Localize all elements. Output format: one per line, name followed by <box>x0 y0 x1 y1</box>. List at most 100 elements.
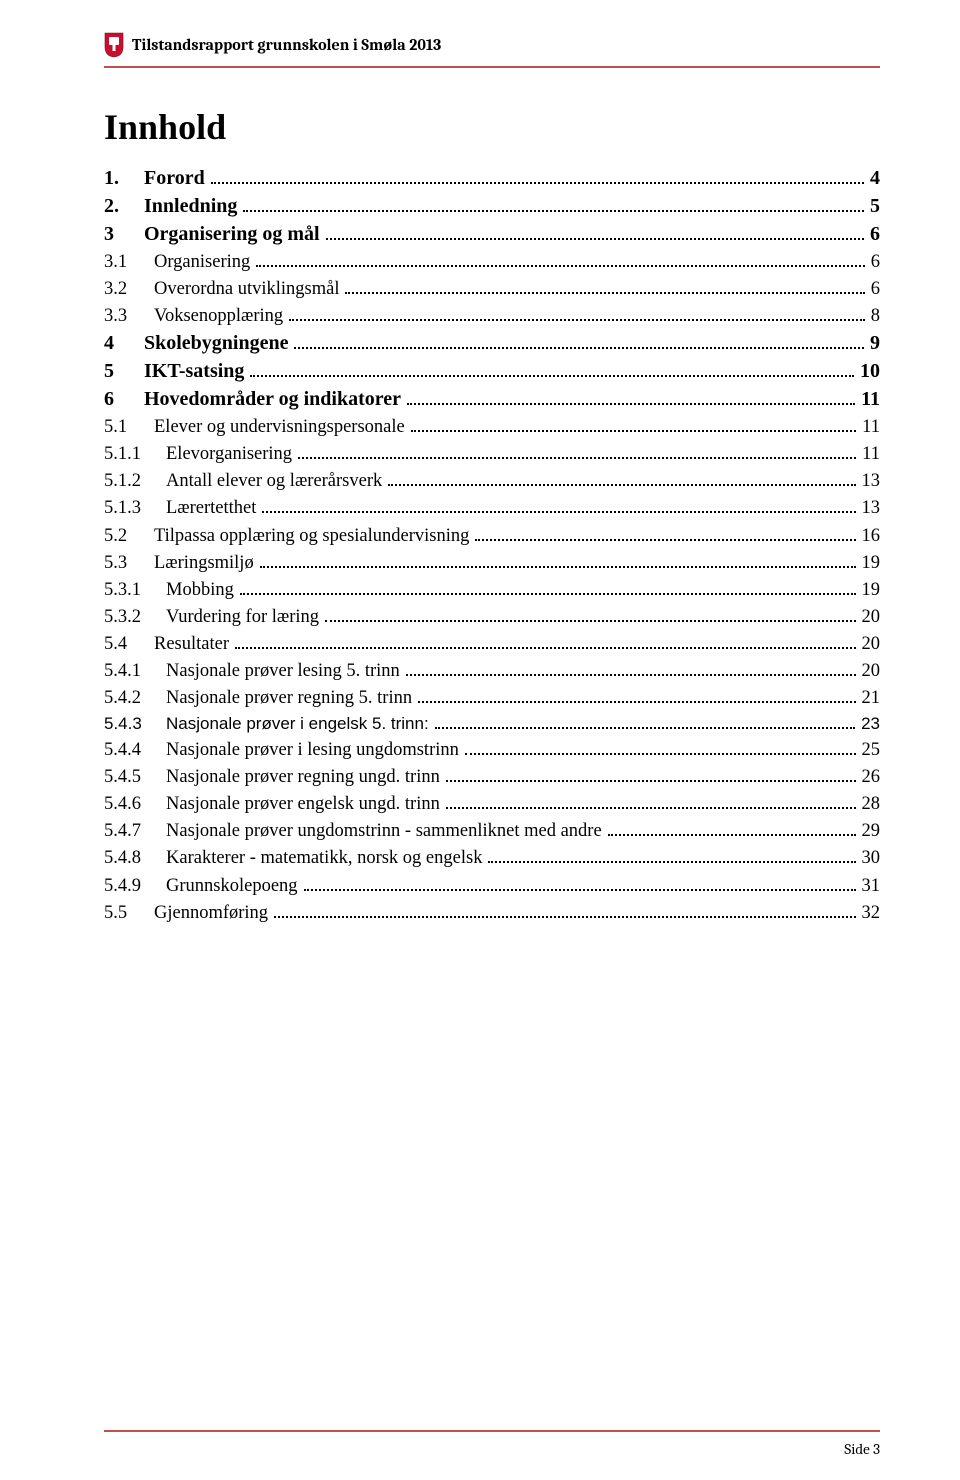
toc-entry[interactable]: 5.1 Elever og undervisningspersonale 11 <box>104 415 880 436</box>
toc-leader <box>325 605 855 622</box>
toc-entry[interactable]: 2. Innledning 5 <box>104 194 880 216</box>
toc-number: 5.4 <box>104 635 154 654</box>
toc-number: 5.1.2 <box>104 472 166 491</box>
toc-page: 6 <box>867 253 880 272</box>
toc-entry[interactable]: 5.3 Læringsmiljø 19 <box>104 551 880 572</box>
toc-page: 10 <box>856 361 880 381</box>
toc-entry[interactable]: 5.2 Tilpassa opplæring og spesialundervi… <box>104 524 880 545</box>
toc-entry[interactable]: 6 Hovedområder og indikatorer 11 <box>104 387 880 409</box>
toc-leader <box>260 551 856 568</box>
toc-leader <box>289 304 865 321</box>
toc-entry[interactable]: 5 IKT-satsing 10 <box>104 359 880 381</box>
toc-page: 8 <box>867 307 880 326</box>
toc-title: Organisering <box>154 253 254 272</box>
toc-entry[interactable]: 5.1.2 Antall elever og lærerårsverk 13 <box>104 470 880 491</box>
toc-page: 30 <box>858 849 881 868</box>
toc-entry[interactable]: 1. Forord 4 <box>104 166 880 188</box>
toc-entry[interactable]: 5.4.3 Nasjonale prøver i engelsk 5. trin… <box>104 714 880 732</box>
toc-entry[interactable]: 3.2 Overordna utviklingsmål 6 <box>104 277 880 298</box>
toc-entry[interactable]: 3.1 Organisering 6 <box>104 250 880 271</box>
toc-leader <box>240 578 856 595</box>
toc-number: 5 <box>104 361 144 381</box>
toc-page: 9 <box>866 333 880 353</box>
toc-title: Grunnskolepoeng <box>166 877 302 896</box>
toc-leader <box>475 524 855 541</box>
toc-title: Nasjonale prøver lesing 5. trinn <box>166 662 404 681</box>
toc-page: 11 <box>857 389 880 409</box>
toc-entry[interactable]: 5.5 Gjennomføring 32 <box>104 901 880 922</box>
toc-page: 25 <box>858 741 881 760</box>
toc-entry[interactable]: 4 Skolebygningene 9 <box>104 331 880 353</box>
toc-number: 5.3 <box>104 554 154 573</box>
toc-page: 20 <box>858 662 881 681</box>
toc-number: 6 <box>104 389 144 409</box>
toc-leader <box>294 331 864 349</box>
toc-number: 5.4.9 <box>104 877 166 896</box>
toc-page: 31 <box>858 877 881 896</box>
toc-leader <box>274 901 855 918</box>
toc-number: 5.4.3 <box>104 715 166 732</box>
toc-leader <box>262 497 855 514</box>
toc-page: 32 <box>858 904 881 923</box>
document-page: Tilstandsrapport grunnskolen i Smøla 201… <box>0 0 960 922</box>
running-header-title: Tilstandsrapport grunnskolen i Smøla 201… <box>132 36 441 54</box>
toc-page: 6 <box>866 224 880 244</box>
toc-page: 6 <box>867 280 880 299</box>
toc-leader <box>446 793 856 810</box>
toc-number: 2. <box>104 196 144 216</box>
toc-entry[interactable]: 5.4.2 Nasjonale prøver regning 5. trinn … <box>104 687 880 708</box>
toc-page: 29 <box>858 822 881 841</box>
toc-title: Læringsmiljø <box>154 554 258 573</box>
toc-number: 5.4.8 <box>104 849 166 868</box>
toc-number: 5.1.1 <box>104 445 166 464</box>
toc-number: 5.4.2 <box>104 689 166 708</box>
header-rule <box>104 66 880 68</box>
toc-leader <box>446 765 856 782</box>
toc-entry[interactable]: 5.4.6 Nasjonale prøver engelsk ungd. tri… <box>104 793 880 814</box>
toc-number: 3 <box>104 224 144 244</box>
toc-entry[interactable]: 5.4.8 Karakterer - matematikk, norsk og … <box>104 847 880 868</box>
toc-title: Nasjonale prøver regning ungd. trinn <box>166 768 444 787</box>
toc-title: Mobbing <box>166 581 238 600</box>
toc-leader <box>407 387 855 405</box>
toc-number: 5.1 <box>104 418 154 437</box>
toc-entry[interactable]: 5.3.2 Vurdering for læring 20 <box>104 605 880 626</box>
toc-title: Vurdering for læring <box>166 608 323 627</box>
toc-entry[interactable]: 5.4.5 Nasjonale prøver regning ungd. tri… <box>104 765 880 786</box>
toc-number: 1. <box>104 168 144 188</box>
toc-number: 3.3 <box>104 307 154 326</box>
toc-entry[interactable]: 5.1.1 Elevorganisering 11 <box>104 443 880 464</box>
toc-title: Gjennomføring <box>154 904 272 923</box>
toc-title: Antall elever og lærerårsverk <box>166 472 386 491</box>
toc-leader <box>211 166 864 184</box>
toc-leader <box>304 874 856 891</box>
table-of-contents: 1. Forord 4 2. Innledning 5 3 Organiseri… <box>104 166 880 922</box>
toc-page: 19 <box>858 554 881 573</box>
toc-leader <box>608 820 856 837</box>
toc-leader <box>435 714 855 729</box>
toc-page: 16 <box>858 527 881 546</box>
toc-entry[interactable]: 5.3.1 Mobbing 19 <box>104 578 880 599</box>
toc-entry[interactable]: 5.4.9 Grunnskolepoeng 31 <box>104 874 880 895</box>
toc-page: 28 <box>858 795 881 814</box>
toc-number: 5.3.1 <box>104 581 166 600</box>
toc-entry[interactable]: 5.1.3 Lærertetthet 13 <box>104 497 880 518</box>
toc-page: 23 <box>857 715 880 732</box>
toc-entry[interactable]: 5.4 Resultater 20 <box>104 633 880 654</box>
toc-number: 5.4.7 <box>104 822 166 841</box>
toc-title: Innledning <box>144 196 241 216</box>
toc-entry[interactable]: 5.4.7 Nasjonale prøver ungdomstrinn - sa… <box>104 820 880 841</box>
toc-title: Nasjonale prøver engelsk ungd. trinn <box>166 795 444 814</box>
page-title: Innhold <box>104 106 880 148</box>
toc-entry[interactable]: 3.3 Voksenopplæring 8 <box>104 304 880 325</box>
toc-entry[interactable]: 5.4.4 Nasjonale prøver i lesing ungdomst… <box>104 738 880 759</box>
toc-leader <box>298 443 856 460</box>
toc-page: 11 <box>858 445 880 464</box>
toc-entry[interactable]: 5.4.1 Nasjonale prøver lesing 5. trinn 2… <box>104 660 880 681</box>
toc-leader <box>256 250 865 267</box>
toc-number: 5.4.4 <box>104 741 166 760</box>
toc-page: 4 <box>866 168 880 188</box>
toc-number: 3.2 <box>104 280 154 299</box>
toc-title: Karakterer - matematikk, norsk og engels… <box>166 849 486 868</box>
toc-entry[interactable]: 3 Organisering og mål 6 <box>104 222 880 244</box>
